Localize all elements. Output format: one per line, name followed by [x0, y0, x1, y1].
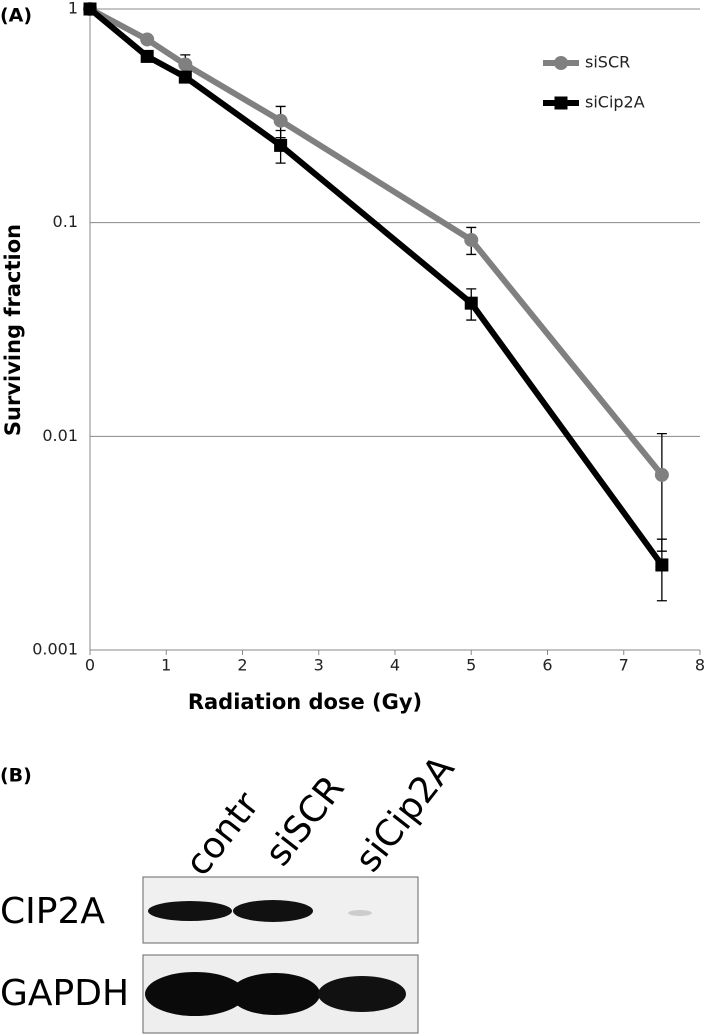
x-tick-label: 7 [619, 656, 629, 675]
y-tick-label: 1 [68, 0, 78, 18]
data-point [464, 296, 478, 310]
legend-marker [554, 56, 568, 70]
band [145, 972, 245, 1016]
data-point [83, 2, 97, 16]
x-tick-label: 6 [542, 656, 552, 675]
series-line [88, 6, 665, 477]
y-tick-label: 0.001 [32, 640, 78, 659]
band [230, 973, 320, 1015]
y-axis-label: Surviving fraction [1, 224, 25, 436]
data-point [178, 70, 192, 84]
band [233, 900, 313, 922]
data-point [274, 138, 288, 152]
x-tick-label: 4 [390, 656, 400, 675]
lane-label: siCip2A [348, 748, 463, 879]
panel-label: (A) [0, 5, 32, 27]
series-line [88, 6, 665, 567]
data-point [178, 57, 193, 72]
x-tick-label: 0 [85, 656, 95, 675]
x-tick-label: 5 [466, 656, 476, 675]
x-axis-label: Radiation dose (Gy) [188, 690, 422, 714]
x-tick-label: 1 [161, 656, 171, 675]
x-tick-label: 8 [695, 656, 705, 675]
band [348, 910, 372, 916]
data-point [140, 32, 155, 47]
band [148, 901, 232, 921]
legend-marker [554, 96, 568, 110]
x-tick-label: 3 [314, 656, 324, 675]
band [318, 976, 406, 1012]
panel-label: (B) [0, 765, 32, 787]
data-point [654, 467, 669, 482]
data-point [273, 113, 288, 128]
row-label: CIP2A [0, 891, 105, 932]
x-tick-label: 2 [237, 656, 247, 675]
y-tick-label: 0.01 [42, 426, 78, 445]
lane-label: siSCR [258, 768, 353, 873]
data-point [655, 558, 669, 572]
error-bar [656, 432, 667, 552]
lane-label: contr [178, 785, 268, 884]
data-point [464, 232, 479, 247]
y-tick-label: 0.1 [53, 212, 78, 231]
legend-label: siCip2A [585, 93, 645, 112]
data-point [140, 49, 154, 63]
legend-label: siSCR [585, 53, 630, 72]
row-label: GAPDH [0, 973, 129, 1014]
